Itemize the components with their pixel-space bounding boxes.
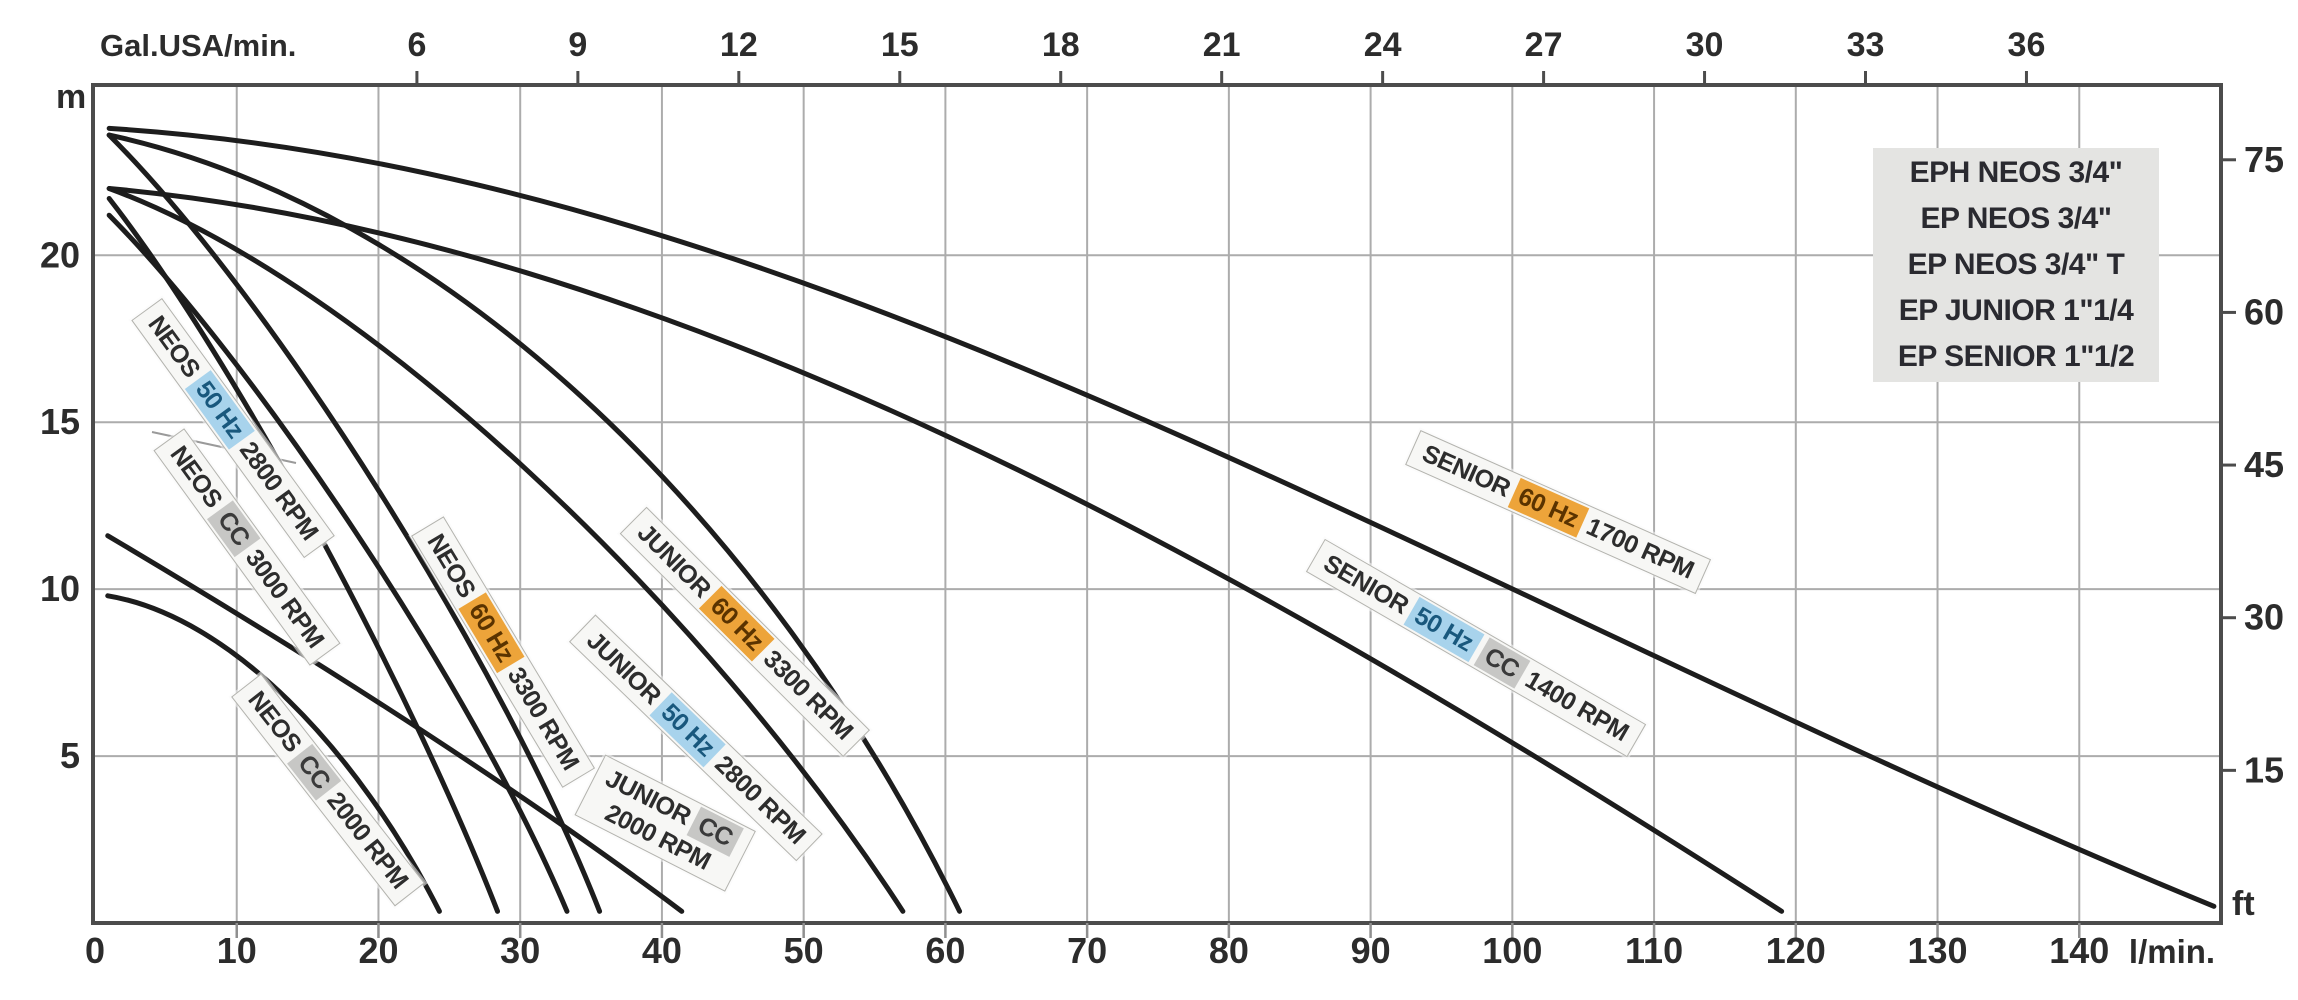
right-tick-label: 60 [2244, 291, 2284, 332]
top-axis-unit: Gal.USA/min. [100, 28, 296, 63]
top-axis [415, 71, 2028, 85]
bottom-tick-label: 30 [500, 930, 540, 971]
curve-junior-50hz [106, 185, 906, 914]
bottom-tick-label: 50 [784, 930, 824, 971]
bottom-tick-label: 110 [1625, 930, 1683, 971]
bottom-tick-label: 130 [1907, 930, 1967, 971]
right-tick-label: 30 [2244, 597, 2284, 638]
top-tick-label: 21 [1203, 26, 1241, 64]
plot-border [91, 83, 2223, 925]
bottom-tick-label: 80 [1209, 930, 1249, 971]
top-tick-label: 18 [1042, 26, 1080, 64]
bottom-tick-label: 90 [1351, 930, 1391, 971]
top-tick-label: 6 [407, 26, 426, 64]
bottom-tick-label: 70 [1067, 930, 1107, 971]
bottom-tick-label: 120 [1766, 930, 1826, 971]
gridlines [93, 85, 2221, 923]
right-tick-label: 15 [2244, 749, 2284, 790]
bottom-axis-unit: l/min. [2129, 933, 2215, 970]
left-tick-label: 20 [40, 234, 80, 275]
legend-line: EP JUNIOR 1"1/4 [1898, 294, 2134, 327]
top-tick-label: 9 [568, 26, 587, 64]
curve-neos-cc-2000 [105, 593, 442, 914]
top-tick-label: 15 [881, 26, 919, 64]
left-tick-label: 5 [60, 735, 80, 776]
curve-neos-60hz [106, 132, 603, 914]
right-axis [2221, 158, 2236, 772]
right-axis-unit: ft [2232, 885, 2255, 923]
curve-senior-60hz [106, 125, 2217, 909]
top-tick-label: 12 [720, 26, 758, 64]
bottom-tick-label: 20 [358, 930, 398, 971]
legend-line: EP SENIOR 1"1/2 [1897, 340, 2135, 373]
curve-neos-50hz [106, 196, 501, 914]
left-tick-label: 15 [40, 401, 80, 442]
legend-line: EP NEOS 3/4" [1920, 202, 2112, 235]
bottom-tick-label: 60 [925, 930, 965, 971]
left-tick-label: 10 [40, 568, 80, 609]
right-tick-label: 75 [2244, 139, 2284, 180]
bottom-tick-label: 100 [1482, 930, 1542, 971]
right-tick-label: 45 [2244, 444, 2284, 485]
legend-box: EPH NEOS 3/4" EP NEOS 3/4" EP NEOS 3/4" … [1873, 148, 2159, 382]
bottom-tick-label: 10 [217, 930, 257, 971]
top-tick-label: 33 [1847, 26, 1885, 64]
legend-line: EPH NEOS 3/4" [1909, 156, 2123, 189]
top-tick-label: 36 [2008, 26, 2046, 64]
bottom-tick-label: 0 [85, 930, 105, 971]
bottom-tick-label: 140 [2049, 930, 2109, 971]
bottom-axis [235, 923, 2081, 938]
top-tick-label: 24 [1364, 26, 1402, 64]
left-axis-unit: m [56, 78, 86, 116]
top-tick-label: 30 [1686, 26, 1724, 64]
bottom-tick-label: 40 [642, 930, 682, 971]
top-tick-label: 27 [1525, 26, 1563, 64]
curve-neos-cc-3000 [106, 212, 570, 914]
legend-line: EP NEOS 3/4" T [1907, 248, 2125, 281]
